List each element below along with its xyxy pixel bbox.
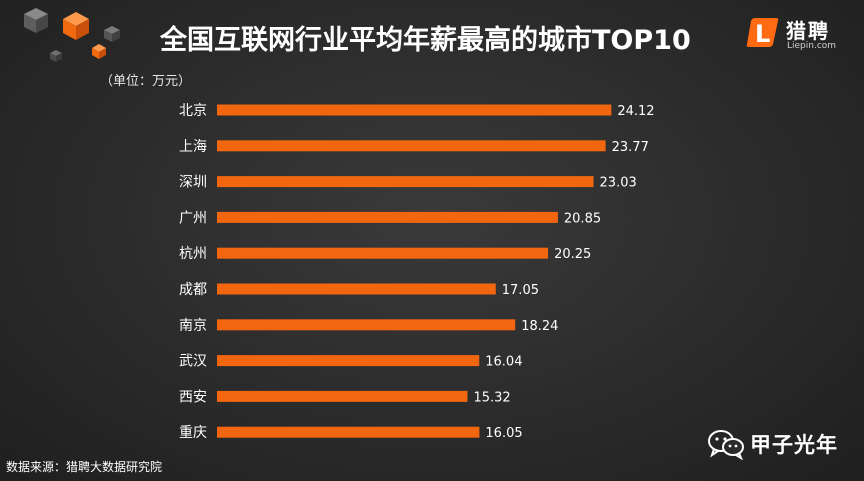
bar: [217, 319, 516, 331]
chart-title: 全国互联网行业平均年薪最高的城市TOP10: [160, 25, 691, 56]
data-label: 23.77: [612, 140, 649, 155]
cube-orange-small: [92, 44, 106, 59]
bar: [217, 390, 468, 402]
bar: [217, 140, 606, 152]
bar: [217, 355, 480, 367]
category-label: 广州: [179, 210, 207, 226]
wechat-icon: [708, 430, 744, 460]
cube-gray-large: [24, 8, 48, 33]
bar: [217, 176, 594, 188]
category-label: 成都: [179, 282, 207, 298]
category-label: 杭州: [179, 246, 207, 262]
decorative-cubes: [24, 8, 120, 62]
cube-orange-large: [63, 12, 89, 40]
data-label: 18.24: [521, 319, 558, 334]
logo-name: 猎聘: [786, 19, 830, 43]
cube-gray-small: [104, 26, 120, 42]
category-label: 南京: [179, 318, 207, 334]
data-source: 数据来源：猎聘大数据研究院: [6, 460, 163, 474]
watermark-text: 甲子光年: [750, 433, 838, 457]
bar: [217, 283, 496, 295]
unit-label: （单位：万元）: [100, 74, 192, 89]
category-label: 上海: [179, 139, 207, 155]
data-label: 23.03: [600, 176, 637, 191]
cube-gray-tiny: [50, 50, 62, 62]
liepin-logo: L 猎聘 Liepin.com: [742, 8, 858, 54]
wechat-watermark: 甲子光年: [706, 426, 856, 462]
data-label: 16.05: [485, 426, 522, 441]
category-label: 西安: [179, 389, 207, 405]
logo-url: Liepin.com: [787, 41, 837, 51]
data-label: 20.25: [554, 247, 591, 262]
category-label: 重庆: [179, 425, 207, 441]
data-label: 24.12: [617, 104, 654, 119]
logo-mark-letter: L: [755, 20, 770, 48]
data-label: 15.32: [473, 390, 510, 405]
data-label: 16.04: [485, 355, 522, 370]
bar: [217, 247, 549, 259]
bar: [217, 104, 612, 116]
category-label: 深圳: [179, 175, 207, 191]
category-label: 北京: [179, 103, 207, 119]
bar: [217, 426, 480, 438]
liepin-logo-icon: L: [746, 18, 779, 48]
bar: [217, 211, 558, 223]
category-label: 武汉: [179, 354, 207, 370]
data-label: 17.05: [502, 283, 539, 298]
data-label: 20.85: [564, 211, 601, 226]
